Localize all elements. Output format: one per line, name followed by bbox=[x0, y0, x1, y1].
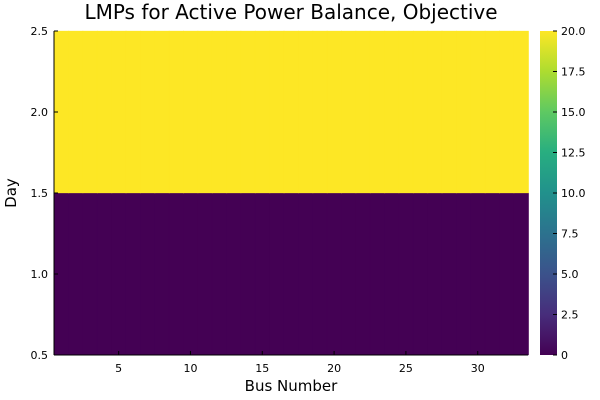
heatmap-cell bbox=[197, 192, 213, 356]
heatmap-cell bbox=[68, 30, 84, 194]
colorbar-tick-label: 0 bbox=[561, 349, 568, 362]
heatmap-cell bbox=[226, 192, 242, 356]
colorbar-ticks: 0 2.5 5.0 7.5 10.0 12.5 15.0 17.5 20.0 bbox=[553, 25, 586, 362]
y-tick-label: 0.5 bbox=[31, 349, 49, 362]
y-axis-label: Day bbox=[2, 178, 20, 208]
heatmap-cell bbox=[197, 30, 213, 194]
heatmap-cell bbox=[513, 192, 529, 356]
heatmap-cell bbox=[283, 30, 299, 194]
heatmap-cell bbox=[484, 192, 501, 356]
heatmap-cell bbox=[513, 30, 529, 194]
x-tick-label: 15 bbox=[255, 362, 269, 375]
heatmap-cell bbox=[398, 192, 414, 356]
heatmap-cell bbox=[125, 30, 141, 194]
colorbar: 0 2.5 5.0 7.5 10.0 12.5 15.0 17.5 20.0 bbox=[540, 25, 586, 362]
heatmap-cell bbox=[183, 30, 199, 194]
heatmap-cell bbox=[211, 30, 228, 194]
y-tick-label: 1.5 bbox=[31, 187, 49, 200]
heatmap-cell bbox=[254, 192, 271, 356]
heatmap-cell bbox=[111, 192, 127, 356]
heatmap-cell bbox=[68, 192, 84, 356]
heatmap-cell bbox=[470, 192, 486, 356]
heatmap-cell bbox=[412, 192, 429, 356]
heatmap-cell bbox=[283, 192, 299, 356]
heatmap-cell bbox=[326, 30, 343, 194]
x-tick-label: 30 bbox=[471, 362, 485, 375]
heatmap-cell bbox=[398, 30, 414, 194]
heatmap-cell bbox=[82, 30, 98, 194]
heatmap-cell bbox=[211, 192, 228, 356]
heatmap-cell bbox=[240, 192, 256, 356]
heatmap-cell bbox=[384, 30, 400, 194]
x-ticks: 5 10 15 20 25 30 bbox=[115, 351, 485, 375]
colorbar-tick-label: 2.5 bbox=[561, 309, 579, 322]
y-tick-label: 2.5 bbox=[31, 25, 49, 38]
heatmap-cell bbox=[154, 192, 170, 356]
heatmap-cell bbox=[441, 192, 457, 356]
heatmap-cell bbox=[226, 30, 242, 194]
heatmap-cell bbox=[341, 192, 357, 356]
heatmap-cell bbox=[183, 192, 199, 356]
heatmap-cell bbox=[168, 30, 185, 194]
x-tick-label: 25 bbox=[399, 362, 413, 375]
heatmap-cell bbox=[269, 192, 285, 356]
heatmap-cell bbox=[269, 30, 285, 194]
heatmap-cell bbox=[298, 192, 314, 356]
heatmap-cell bbox=[168, 192, 185, 356]
heatmap-cell bbox=[369, 30, 386, 194]
x-tick-label: 10 bbox=[183, 362, 197, 375]
heatmap-cell bbox=[154, 30, 170, 194]
y-ticks: 0.5 1.0 1.5 2.0 2.5 bbox=[31, 25, 58, 362]
colorbar-tick-label: 15.0 bbox=[561, 106, 586, 119]
heatmap-cell bbox=[82, 192, 98, 356]
heatmap-cell bbox=[111, 30, 127, 194]
heatmap-cell bbox=[384, 192, 400, 356]
heatmap-cell bbox=[427, 192, 443, 356]
heatmap-cell bbox=[125, 192, 141, 356]
heatmap-cell bbox=[312, 192, 328, 356]
y-tick-label: 2.0 bbox=[31, 106, 49, 119]
heatmap-cell bbox=[456, 192, 472, 356]
colorbar-tick-label: 17.5 bbox=[561, 66, 586, 79]
colorbar-tick-label: 7.5 bbox=[561, 228, 579, 241]
heatmap-cell bbox=[254, 30, 271, 194]
heatmap-cell bbox=[484, 30, 501, 194]
heatmap-cell bbox=[326, 192, 343, 356]
heatmap-cell bbox=[441, 30, 457, 194]
x-tick-label: 5 bbox=[115, 362, 122, 375]
heatmap-cell bbox=[312, 30, 328, 194]
x-tick-label: 20 bbox=[327, 362, 341, 375]
heatmap-cell bbox=[355, 30, 371, 194]
heatmap-cell bbox=[412, 30, 429, 194]
heatmap-cell bbox=[140, 192, 156, 356]
chart-title: LMPs for Active Power Balance, Objective bbox=[84, 0, 497, 24]
colorbar-tick-label: 12.5 bbox=[561, 147, 586, 160]
heatmap-cell bbox=[456, 30, 472, 194]
colorbar-tick-label: 10.0 bbox=[561, 187, 586, 200]
heatmap-cell bbox=[240, 30, 256, 194]
heatmap-cell bbox=[499, 192, 515, 356]
heatmap-cell bbox=[499, 30, 515, 194]
y-tick-label: 1.0 bbox=[31, 268, 49, 281]
heatmap-cell bbox=[369, 192, 386, 356]
heatmap-cell bbox=[96, 30, 113, 194]
heatmap-cell bbox=[140, 30, 156, 194]
heatmap-cell bbox=[470, 30, 486, 194]
heatmap-cell bbox=[427, 30, 443, 194]
x-axis-label: Bus Number bbox=[245, 377, 338, 395]
colorbar-tick-label: 20.0 bbox=[561, 25, 586, 38]
heatmap-cells bbox=[53, 30, 529, 356]
heatmap-cell bbox=[96, 192, 113, 356]
heatmap-cell bbox=[341, 30, 357, 194]
colorbar-tick-label: 5.0 bbox=[561, 268, 579, 281]
heatmap-cell bbox=[355, 192, 371, 356]
heatmap-cell bbox=[298, 30, 314, 194]
colorbar-gradient bbox=[540, 31, 557, 355]
